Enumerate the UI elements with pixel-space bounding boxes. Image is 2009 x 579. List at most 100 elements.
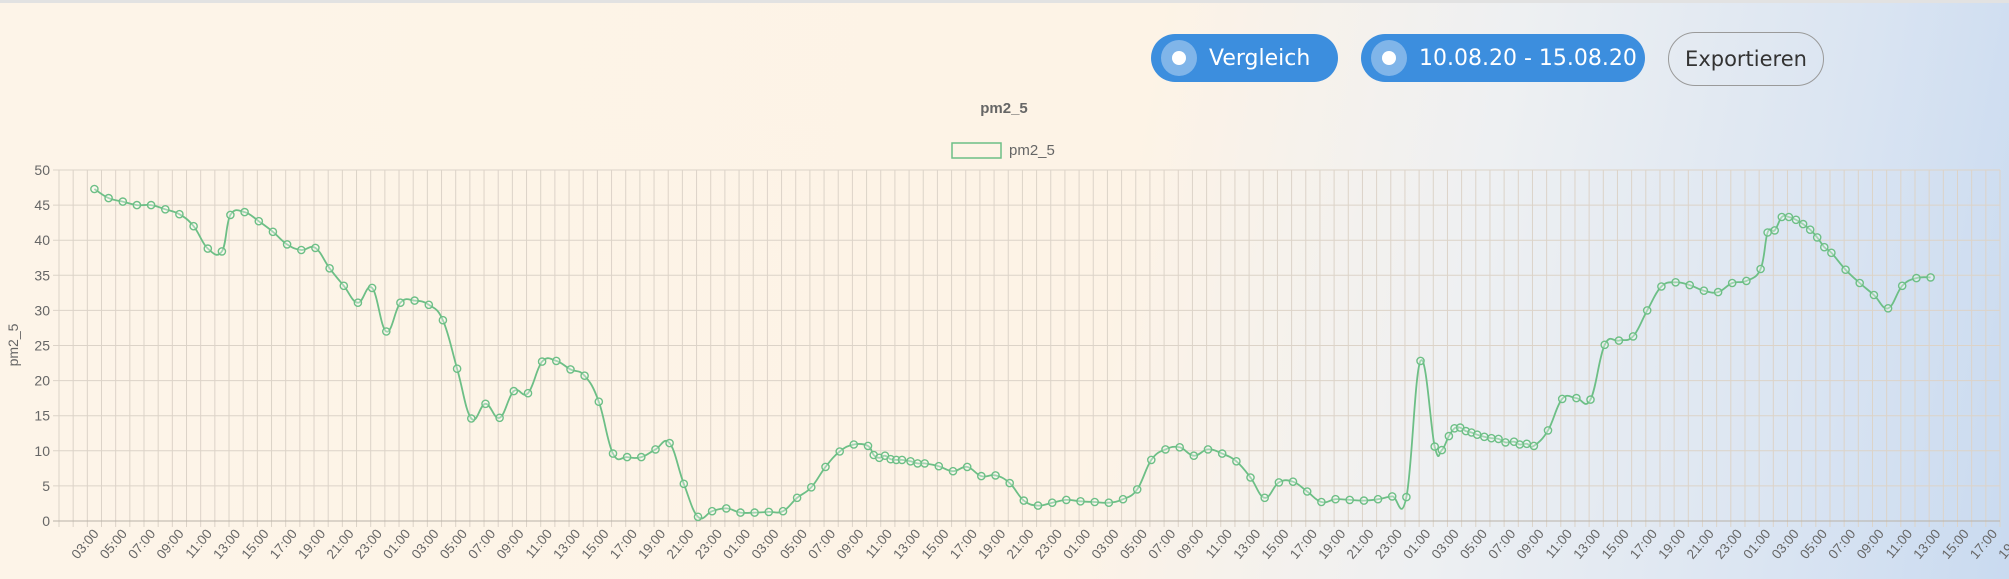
data-point[interactable] [665, 438, 674, 448]
data-point[interactable] [1246, 473, 1255, 482]
data-point[interactable] [693, 512, 703, 522]
data-point[interactable] [1005, 478, 1015, 488]
data-point[interactable] [622, 452, 632, 462]
data-point[interactable] [1274, 478, 1284, 487]
data-point[interactable] [1784, 212, 1794, 222]
date-range-button[interactable]: 10.08.20 - 15.08.20 [1361, 34, 1645, 82]
data-point[interactable] [396, 298, 405, 308]
data-point[interactable] [495, 413, 504, 423]
data-point[interactable] [707, 506, 717, 516]
data-point[interactable] [1628, 332, 1638, 341]
data-point[interactable] [1189, 451, 1199, 461]
data-point[interactable] [367, 283, 377, 293]
data-point[interactable] [608, 449, 618, 458]
data-point[interactable] [1522, 439, 1532, 449]
data-point[interactable] [282, 240, 292, 249]
data-point[interactable] [1033, 501, 1043, 510]
data-point[interactable] [1104, 498, 1114, 508]
data-point[interactable] [906, 456, 915, 466]
data-point[interactable] [594, 397, 604, 407]
data-point[interactable] [1657, 282, 1666, 291]
data-point[interactable] [104, 193, 113, 203]
data-point[interactable] [1232, 456, 1241, 466]
data-point[interactable] [1614, 336, 1624, 345]
data-point[interactable] [1841, 265, 1850, 275]
data-point[interactable] [1217, 449, 1227, 458]
data-point[interactable] [1543, 426, 1553, 435]
data-point[interactable] [1076, 496, 1085, 506]
data-point[interactable] [1472, 430, 1482, 440]
data-point[interactable] [1791, 215, 1801, 225]
data-point[interactable] [1572, 393, 1581, 403]
data-point[interactable] [1430, 442, 1439, 451]
data-point[interactable] [1742, 276, 1751, 286]
data-point[interactable] [1387, 492, 1397, 501]
data-point[interactable] [1827, 248, 1836, 258]
data-point[interactable] [452, 364, 462, 374]
data-point[interactable] [1820, 242, 1829, 252]
data-point[interactable] [835, 447, 845, 456]
data-point[interactable] [1763, 228, 1772, 237]
data-point[interactable] [1047, 498, 1057, 508]
data-point[interactable] [807, 482, 816, 492]
data-point[interactable] [1480, 432, 1489, 442]
data-point[interactable] [764, 507, 774, 517]
data-point[interactable] [118, 197, 128, 206]
data-point[interactable] [1770, 226, 1779, 235]
data-point[interactable] [509, 386, 519, 396]
data-point[interactable] [1869, 290, 1879, 300]
data-point[interactable] [1727, 278, 1737, 288]
data-point[interactable] [424, 300, 434, 310]
data-point[interactable] [1373, 494, 1383, 504]
data-point[interactable] [1345, 495, 1354, 505]
data-point[interactable] [1132, 485, 1142, 494]
data-point[interactable] [1147, 455, 1156, 465]
data-point[interactable] [296, 245, 306, 255]
data-point[interactable] [240, 207, 249, 217]
data-point[interactable] [1302, 487, 1312, 496]
data-point[interactable] [132, 200, 142, 210]
data-point[interactable] [1642, 306, 1652, 315]
data-point[interactable] [1090, 497, 1099, 507]
data-point[interactable] [1897, 281, 1907, 291]
data-point[interactable] [1487, 433, 1496, 443]
data-point[interactable] [934, 461, 944, 471]
data-point[interactable] [523, 388, 533, 398]
data-point[interactable] [1402, 492, 1411, 502]
data-point[interactable] [778, 506, 788, 516]
data-point[interactable] [1756, 264, 1765, 274]
data-point[interactable] [438, 315, 448, 325]
data-point[interactable] [1557, 394, 1567, 404]
data-point[interactable] [580, 371, 589, 381]
data-point[interactable] [160, 204, 170, 214]
data-point[interactable] [977, 471, 986, 481]
data-point[interactable] [226, 210, 235, 220]
data-point[interactable] [722, 504, 731, 513]
data-point[interactable] [1883, 303, 1893, 313]
data-point[interactable] [146, 200, 156, 210]
data-point[interactable] [821, 462, 830, 472]
data-point[interactable] [1019, 496, 1029, 505]
data-point[interactable] [1699, 286, 1709, 296]
data-point[interactable] [991, 471, 1000, 480]
data-point[interactable] [1855, 278, 1864, 288]
data-point[interactable] [1600, 340, 1609, 350]
data-point[interactable] [1331, 494, 1340, 504]
data-point[interactable] [1812, 233, 1822, 242]
data-point[interactable] [1805, 225, 1815, 234]
data-point[interactable] [736, 508, 745, 517]
data-point[interactable] [913, 459, 922, 468]
data-point[interactable] [566, 365, 575, 374]
data-point[interactable] [339, 281, 349, 291]
data-point[interactable] [254, 216, 264, 226]
data-point[interactable] [1494, 434, 1503, 444]
data-point[interactable] [1359, 496, 1369, 505]
data-point[interactable] [1501, 438, 1510, 447]
data-point[interactable] [1529, 441, 1539, 451]
data-point[interactable] [1317, 497, 1326, 507]
data-point[interactable] [1175, 442, 1184, 452]
data-point[interactable] [353, 298, 363, 308]
data-point[interactable] [552, 356, 561, 366]
data-point[interactable] [1685, 280, 1694, 290]
data-point[interactable] [637, 452, 646, 462]
